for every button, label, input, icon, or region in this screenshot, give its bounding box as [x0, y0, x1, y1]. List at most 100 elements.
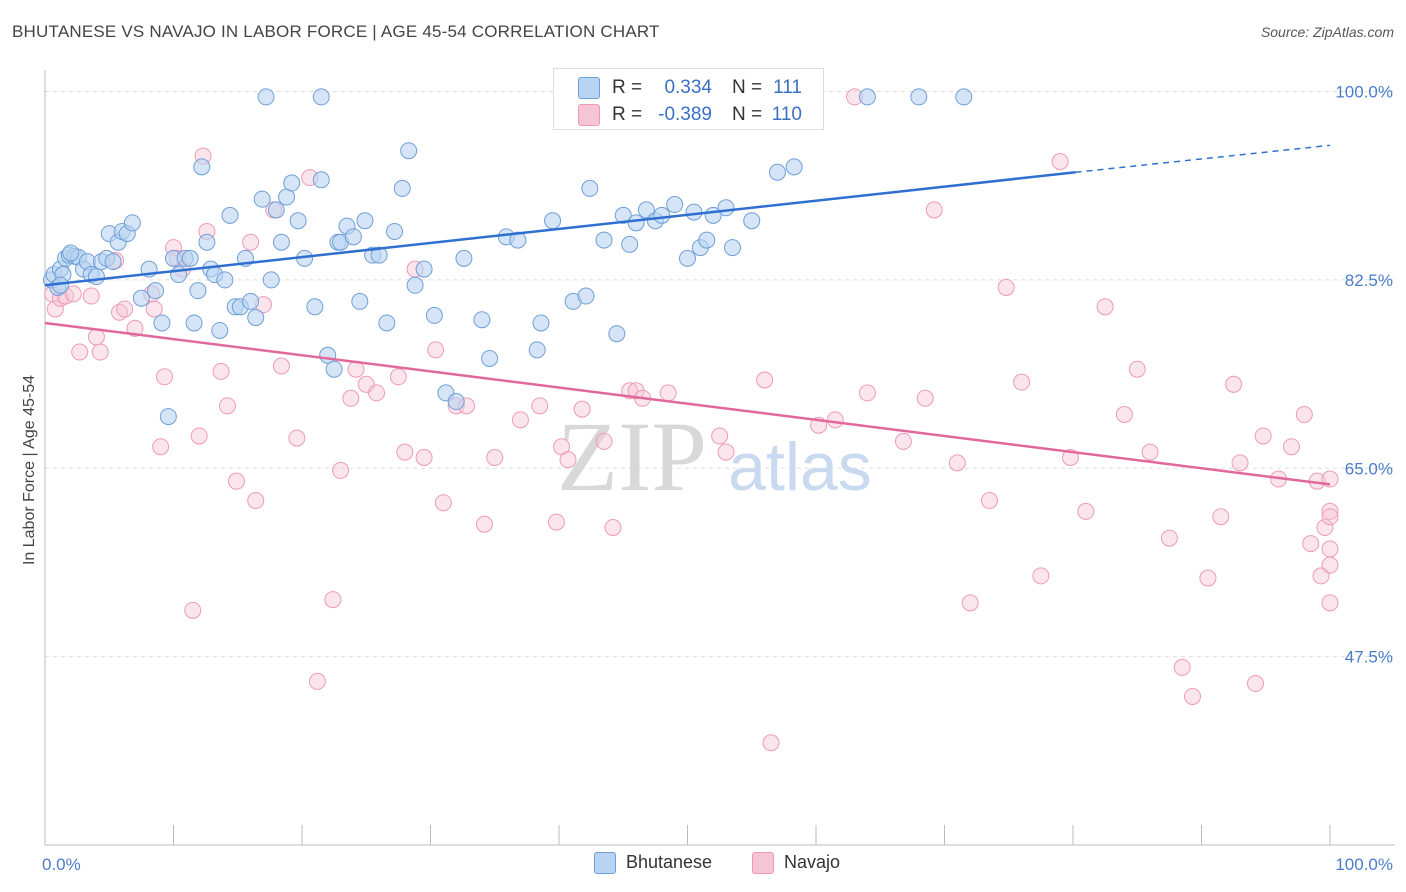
navajo-point	[324, 591, 342, 609]
bhutanese-point	[247, 309, 265, 327]
bhutanese-point	[666, 196, 684, 214]
bhutanese-trend-extension	[1075, 144, 1331, 174]
navajo-point	[1096, 298, 1114, 316]
bhutanese-point	[325, 360, 343, 378]
bhutanese-point	[653, 206, 671, 224]
navajo-point	[242, 233, 260, 251]
navajo-point	[1141, 443, 1159, 461]
navajo-point	[1254, 427, 1272, 445]
n-label: N =	[732, 77, 763, 98]
navajo-swatch	[578, 104, 600, 126]
bhutanese-points	[42, 88, 973, 426]
bhutanese-point	[216, 271, 234, 289]
navajo-point	[762, 734, 780, 752]
navajo-point	[826, 411, 844, 429]
bhutanese-point	[595, 231, 613, 249]
navajo-point	[486, 449, 504, 466]
navajo-point	[1077, 502, 1095, 520]
navajo-point	[427, 341, 445, 359]
bhutanese-point	[272, 233, 290, 251]
navajo-point	[212, 362, 230, 380]
bhutanese-point	[211, 321, 229, 339]
navajo-point	[1321, 502, 1339, 520]
bhutanese-point	[312, 88, 330, 106]
bhutanese-point	[393, 179, 411, 197]
bhutanese-point	[153, 314, 171, 332]
navajo-point	[1321, 508, 1339, 526]
navajo-point	[595, 432, 613, 450]
n-value: 110	[771, 104, 802, 125]
gridlines	[45, 91, 1395, 658]
navajo-point	[1032, 567, 1050, 585]
navajo-point	[227, 472, 245, 490]
bhutanese-point	[743, 212, 761, 230]
navajo-point	[961, 594, 979, 612]
x-tick-label: 0.0%	[42, 855, 81, 874]
bhutanese-point	[356, 212, 374, 230]
navajo-point	[1246, 675, 1264, 693]
navajo-point	[717, 443, 735, 461]
navajo-point	[145, 300, 163, 318]
r-value: 0.334	[664, 77, 712, 98]
bhutanese-point	[858, 88, 876, 106]
bhutanese-point	[532, 314, 550, 332]
bhutanese-point	[132, 289, 150, 307]
bhutanese-point	[306, 298, 324, 316]
navajo-point	[64, 285, 82, 303]
navajo-point	[573, 400, 591, 418]
navajo-point	[916, 389, 934, 407]
legend-row-navajo: R = -0.389 N = 110	[554, 100, 823, 128]
bhutanese-point	[159, 408, 177, 426]
bhutanese-point	[351, 292, 369, 310]
r-label: R =	[612, 104, 643, 125]
navajo-point	[308, 672, 326, 690]
bhutanese-point	[344, 228, 362, 246]
navajo-point	[396, 443, 414, 461]
bhutanese-point	[242, 292, 260, 310]
bhutanese-point	[253, 190, 271, 208]
bhutanese-point	[87, 268, 105, 286]
navajo-point	[82, 287, 100, 305]
navajo-point	[1051, 152, 1069, 170]
bhutanese-point	[577, 287, 595, 305]
bhutanese-point	[267, 201, 285, 219]
bhutanese-point	[455, 249, 473, 267]
bhutanese-trend-line	[44, 171, 1076, 287]
bhutanese-point	[257, 88, 275, 106]
legend-row-bhutanese: R = 0.334 N = 111	[554, 73, 823, 101]
bhutanese-point	[768, 163, 786, 181]
bhutanese-point	[723, 239, 741, 257]
navajo-point	[288, 429, 306, 447]
legend-label: Bhutanese	[626, 852, 713, 872]
source-label: Source: ZipAtlas.com	[1260, 24, 1394, 40]
bhutanese-point	[955, 88, 973, 106]
n-label: N =	[732, 104, 763, 125]
navajo-trend-line	[44, 321, 1331, 486]
bhutanese-point	[400, 142, 418, 160]
axes	[44, 70, 1395, 846]
bhutanese-point	[717, 199, 735, 217]
navajo-point	[368, 384, 386, 402]
navajo-point	[948, 454, 966, 472]
bhutanese-point	[198, 233, 216, 251]
navajo-point	[1184, 687, 1202, 705]
bhutanese-point	[147, 282, 165, 300]
navajo-point	[511, 411, 529, 429]
bhutanese-point	[544, 212, 562, 230]
trend-lines	[44, 144, 1331, 486]
r-value: -0.389	[658, 104, 712, 125]
bhutanese-point	[679, 249, 696, 267]
navajo-point	[1321, 540, 1339, 558]
bhutanese-point	[193, 158, 211, 176]
navajo-point	[1013, 373, 1031, 391]
navajo-point	[559, 451, 577, 469]
bhutanese-point	[447, 393, 465, 411]
navajo-point	[858, 384, 876, 402]
legend-label: Navajo	[784, 852, 841, 872]
navajo-point	[547, 513, 565, 531]
y-tick-label: 100.0%	[1335, 83, 1393, 102]
navajo-point	[1225, 375, 1243, 393]
navajo-point	[659, 384, 677, 402]
y-tick-label: 65.0%	[1345, 459, 1393, 478]
bhutanese-point	[62, 244, 80, 262]
